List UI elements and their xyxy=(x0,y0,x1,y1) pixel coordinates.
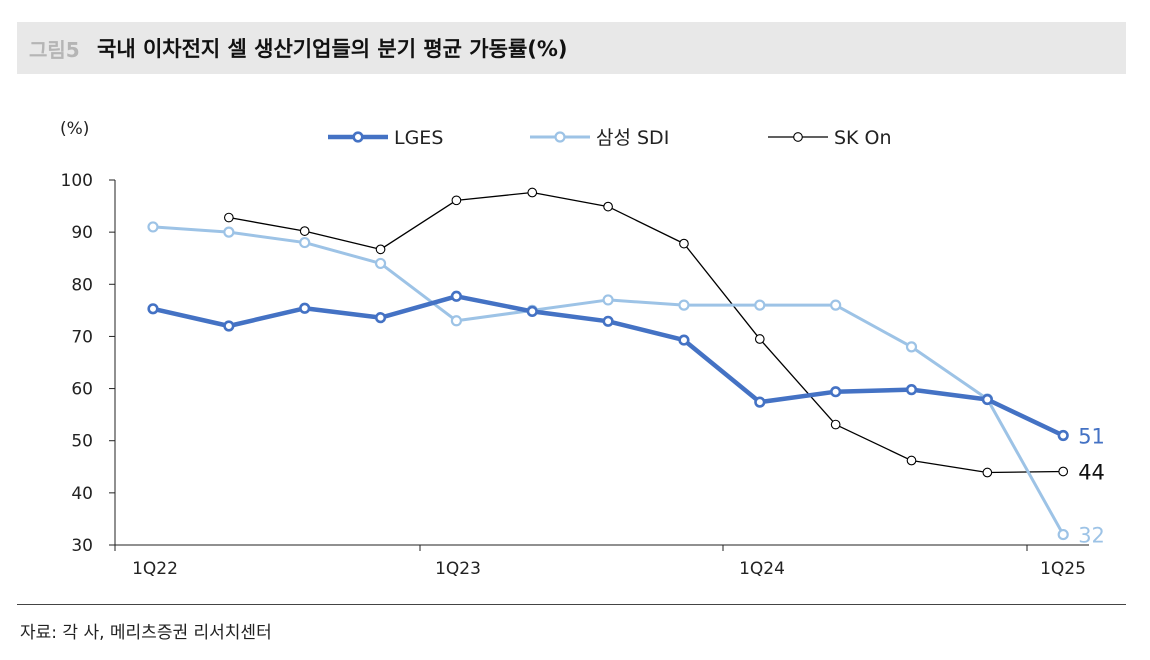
end-label: 51 xyxy=(1078,425,1105,449)
y-tick-label: 40 xyxy=(71,484,93,504)
axes: 30 40 50 60 70 80 90 100 1Q22 1Q23 1Q24 1Q25 xyxy=(61,171,1089,579)
legend-label: LGES xyxy=(394,127,443,149)
legend: LGES 삼성 SDI SK On xyxy=(328,127,892,149)
series-line xyxy=(228,191,1064,474)
data-point xyxy=(905,384,918,396)
y-tick-label: 50 xyxy=(71,432,93,452)
legend-item: LGES xyxy=(328,127,443,149)
series-sk-on xyxy=(224,187,1069,478)
data-point xyxy=(299,226,310,236)
series-group xyxy=(147,187,1069,541)
source-divider xyxy=(17,604,1126,605)
figure-label: 그림5 xyxy=(29,38,80,62)
data-point xyxy=(526,305,538,318)
data-point xyxy=(374,257,387,270)
data-point xyxy=(223,226,235,238)
data-point xyxy=(223,320,235,332)
data-point xyxy=(1057,429,1069,442)
data-point xyxy=(754,396,766,408)
data-point xyxy=(754,299,766,311)
source-note: 자료: 각 사, 메리츠증권 리서치센터 xyxy=(20,623,272,643)
end-label: 32 xyxy=(1078,524,1105,548)
y-tick-label: 100 xyxy=(61,171,93,191)
data-point xyxy=(147,221,159,233)
data-point xyxy=(830,386,842,398)
data-point xyxy=(450,290,463,302)
data-point xyxy=(147,303,159,315)
data-point xyxy=(451,195,462,206)
legend-swatch-marker xyxy=(793,132,803,142)
data-point xyxy=(299,302,311,314)
data-point xyxy=(374,312,387,324)
legend-item: SK On xyxy=(768,127,892,149)
legend-label: SK On xyxy=(834,127,892,149)
data-point xyxy=(527,187,538,198)
x-tick-label: 1Q23 xyxy=(435,559,481,579)
data-point xyxy=(602,315,614,327)
y-tick-label: 60 xyxy=(71,380,93,400)
data-point xyxy=(906,455,917,466)
chart-title: 국내 이차전지 셀 생산기업들의 분기 평균 가동률(%) xyxy=(97,37,568,61)
end-label: 44 xyxy=(1078,460,1105,484)
data-point xyxy=(602,294,614,306)
data-point xyxy=(981,393,993,406)
series-lges xyxy=(147,290,1069,442)
y-tick-label: 70 xyxy=(71,327,93,347)
x-tick-label: 1Q24 xyxy=(739,559,785,579)
data-point xyxy=(450,315,462,327)
y-axis-unit-label: (%) xyxy=(60,119,89,139)
legend-item: 삼성 SDI xyxy=(530,127,669,149)
legend-label: 삼성 SDI xyxy=(596,127,669,149)
data-point xyxy=(299,236,311,249)
x-tick-label: 1Q25 xyxy=(1040,559,1086,579)
y-tick-label: 80 xyxy=(71,275,93,295)
x-tick-label: 1Q22 xyxy=(132,559,178,579)
y-tick-label: 30 xyxy=(71,536,93,556)
data-point xyxy=(678,299,690,311)
data-point xyxy=(224,212,234,223)
data-point xyxy=(754,334,765,344)
series-line xyxy=(152,225,1065,536)
series-삼성-sdi xyxy=(147,221,1069,541)
end-labels: 51 32 44 xyxy=(1078,425,1105,548)
data-point xyxy=(375,244,386,255)
data-point xyxy=(1057,528,1069,541)
data-point xyxy=(1058,466,1069,477)
data-point xyxy=(830,299,842,311)
data-point xyxy=(982,467,993,478)
data-point xyxy=(905,341,918,353)
data-point xyxy=(679,238,689,249)
legend-swatch-marker xyxy=(352,131,364,143)
legend-swatch-marker xyxy=(554,131,566,143)
line-chart: (%) LGES 삼성 SDI SK On 30 40 50 60 70 80 90 100 1Q2… xyxy=(60,119,1105,579)
data-point xyxy=(830,419,841,430)
y-tick-label: 90 xyxy=(71,223,93,243)
data-point xyxy=(603,201,613,212)
data-point xyxy=(678,334,690,346)
title-bar: 그림5 국내 이차전지 셀 생산기업들의 분기 평균 가동률(%) xyxy=(17,22,1126,74)
